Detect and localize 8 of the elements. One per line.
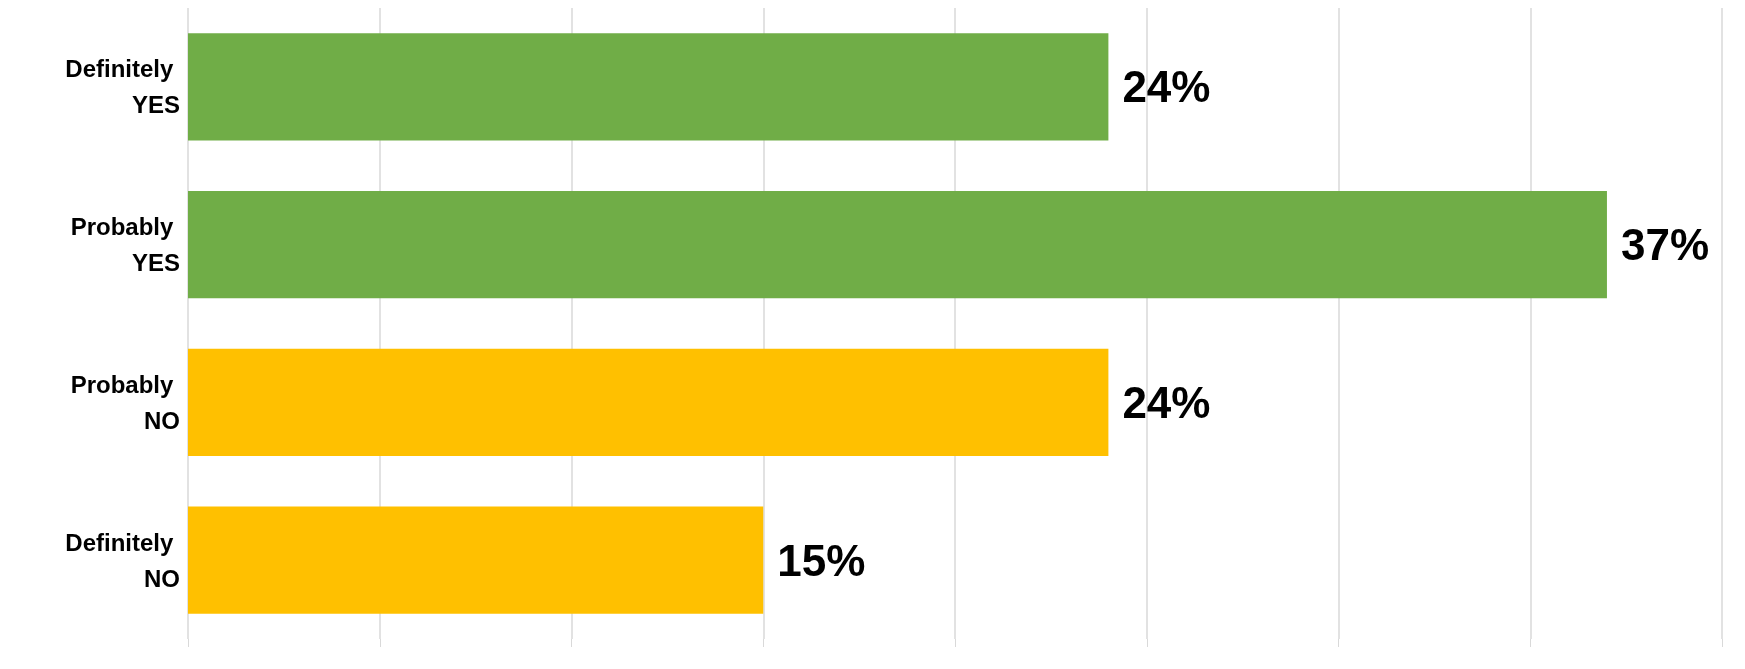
data-label: 15% xyxy=(777,535,866,585)
y-tick-label: Probably NO xyxy=(70,370,180,434)
data-label: 24% xyxy=(1122,377,1211,427)
data-label: 37% xyxy=(1620,220,1710,270)
data-label: 24% xyxy=(1122,62,1211,112)
y-tick-label: Definitely NO xyxy=(65,528,180,592)
y-tick-label: Probably YES xyxy=(70,213,180,277)
y-tick-label: Definitely YES xyxy=(65,55,180,119)
